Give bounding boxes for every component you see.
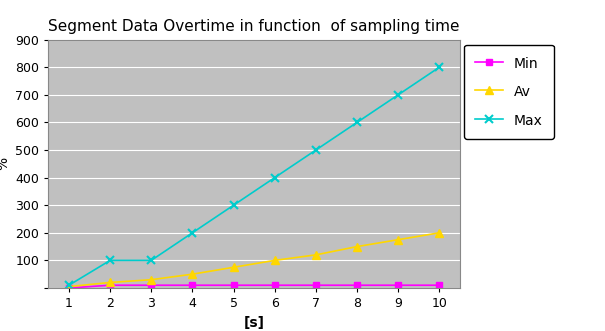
Min [394, 283, 402, 287]
Av [312, 253, 319, 257]
Min [312, 283, 319, 287]
Av [106, 280, 114, 284]
Max [106, 259, 114, 262]
Line: Av: Av [65, 229, 443, 291]
Min [148, 283, 155, 287]
Av [65, 285, 73, 289]
Av [353, 245, 361, 249]
X-axis label: [s]: [s] [244, 315, 264, 330]
Av [271, 259, 278, 262]
Min [436, 283, 443, 287]
Min [65, 286, 73, 290]
Max [353, 120, 361, 124]
Max [230, 203, 237, 207]
Min [271, 283, 278, 287]
Av [148, 278, 155, 282]
Min [353, 283, 361, 287]
Title: Segment Data Overtime in function  of sampling time: Segment Data Overtime in function of sam… [48, 20, 460, 34]
Line: Min: Min [65, 282, 443, 291]
Legend: Min, Av, Max: Min, Av, Max [464, 45, 554, 139]
Av [230, 265, 237, 269]
Y-axis label: %: % [0, 157, 10, 170]
Min [106, 283, 114, 287]
Line: Max: Max [65, 63, 443, 289]
Max [148, 259, 155, 262]
Max [312, 148, 319, 152]
Max [436, 65, 443, 69]
Min [189, 283, 196, 287]
Max [65, 283, 73, 287]
Av [394, 238, 402, 242]
Max [271, 176, 278, 180]
Max [394, 93, 402, 97]
Av [436, 231, 443, 235]
Max [189, 231, 196, 235]
Av [189, 272, 196, 276]
Min [230, 283, 237, 287]
